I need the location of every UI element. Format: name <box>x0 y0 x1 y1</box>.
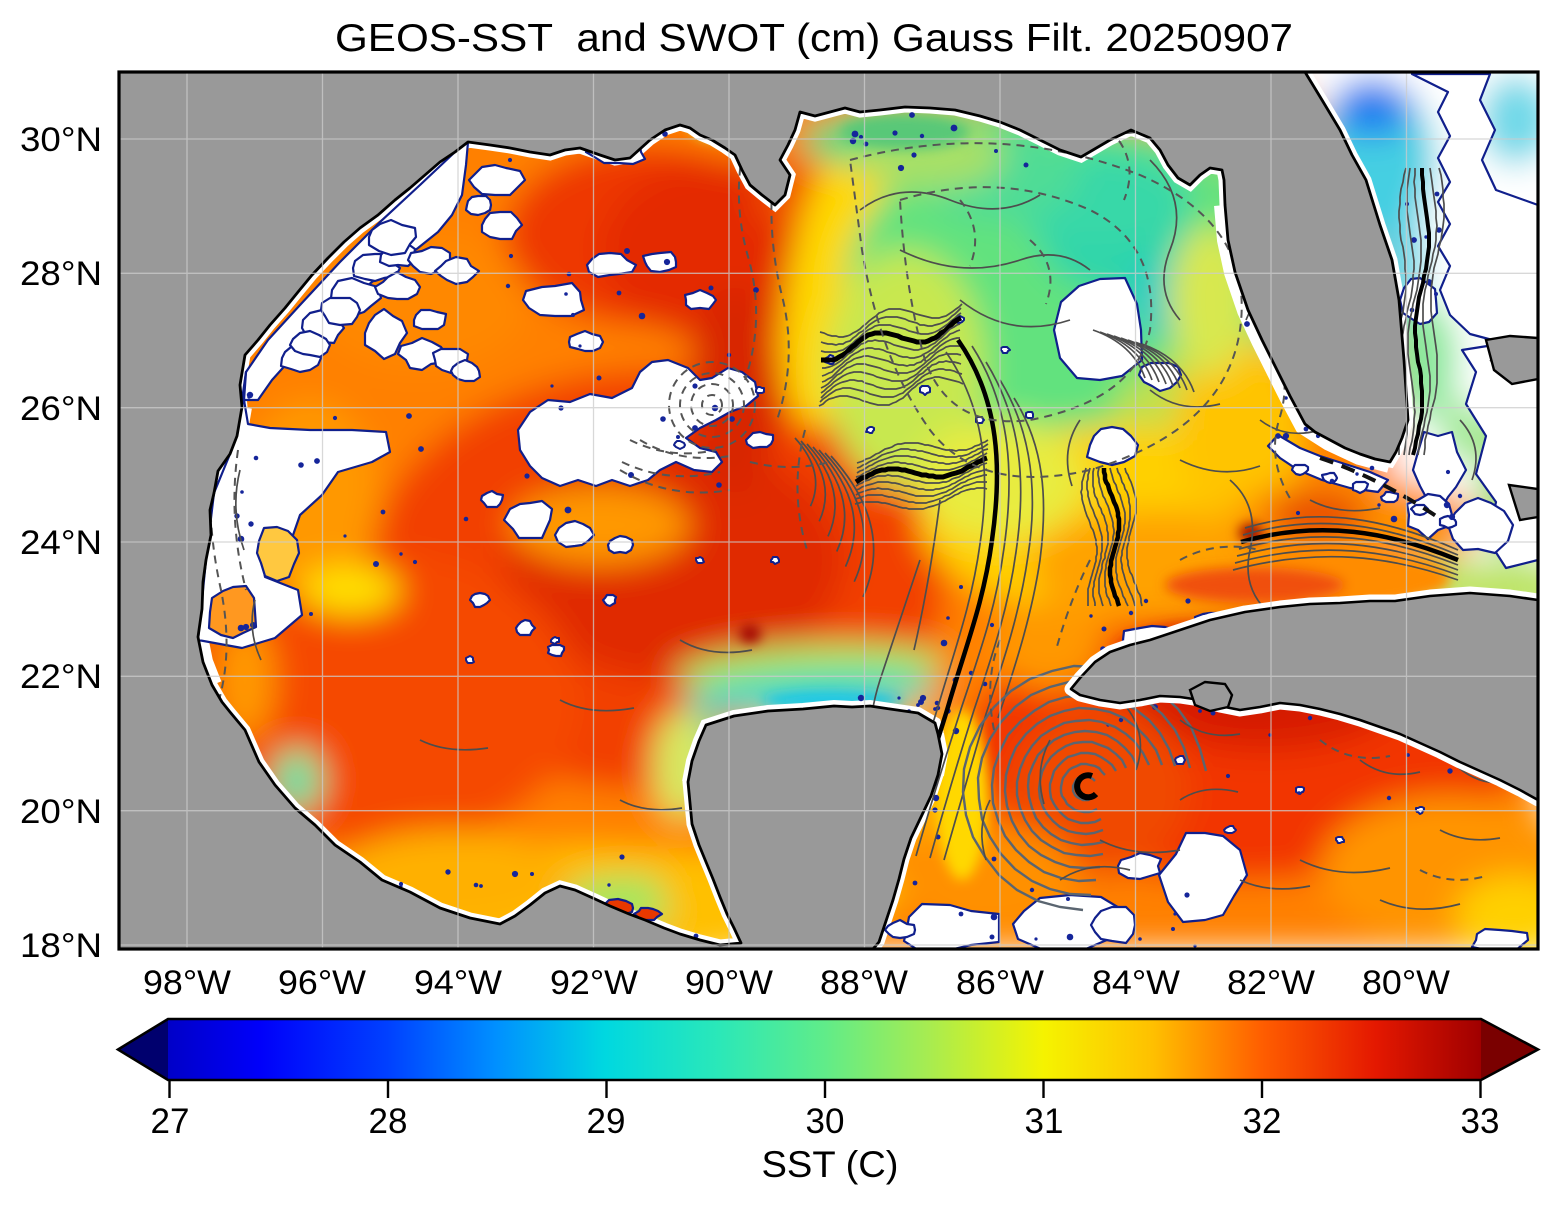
svg-text:31: 31 <box>1025 1102 1064 1141</box>
svg-text:90°W: 90°W <box>685 964 773 1002</box>
svg-text:84°W: 84°W <box>1092 964 1180 1002</box>
svg-text:18°N: 18°N <box>20 927 102 965</box>
svg-text:96°W: 96°W <box>278 964 366 1002</box>
svg-text:28: 28 <box>369 1102 408 1141</box>
svg-text:86°W: 86°W <box>956 964 1044 1002</box>
svg-text:30°N: 30°N <box>20 121 102 159</box>
svg-text:98°W: 98°W <box>143 964 231 1002</box>
svg-text:88°W: 88°W <box>820 964 908 1002</box>
svg-text:33: 33 <box>1461 1102 1500 1141</box>
svg-text:22°N: 22°N <box>20 658 102 696</box>
svg-text:24°N: 24°N <box>20 524 102 562</box>
svg-text:94°W: 94°W <box>414 964 502 1002</box>
svg-text:32: 32 <box>1243 1102 1282 1141</box>
svg-text:80°W: 80°W <box>1362 964 1450 1002</box>
svg-text:92°W: 92°W <box>550 964 638 1002</box>
svg-text:30: 30 <box>806 1102 845 1141</box>
svg-text:GEOS-SST and SWOT (cm) Gauss: GEOS-SST and SWOT (cm) Gauss Filt. 20250… <box>335 17 1293 60</box>
svg-text:29: 29 <box>587 1102 626 1141</box>
svg-text:82°W: 82°W <box>1227 964 1315 1002</box>
svg-text:28°N: 28°N <box>20 255 102 293</box>
svg-text:26°N: 26°N <box>20 390 102 428</box>
svg-text:SST (C): SST (C) <box>762 1144 899 1185</box>
svg-text:20°N: 20°N <box>20 793 102 831</box>
svg-text:27: 27 <box>151 1102 190 1141</box>
